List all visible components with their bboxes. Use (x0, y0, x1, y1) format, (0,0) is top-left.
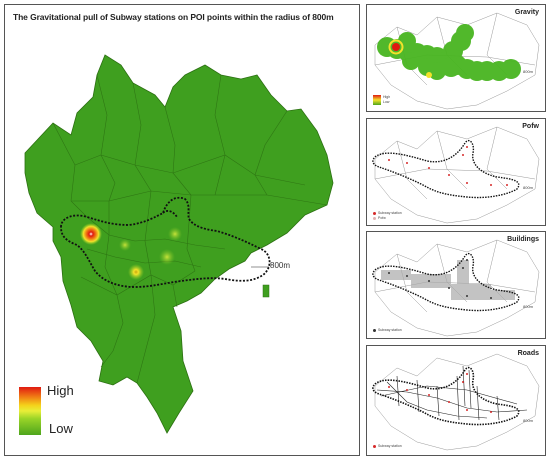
buildings-ring-label: 800m (523, 304, 534, 309)
gravity-mini-low: Low (383, 100, 390, 104)
panel-buildings: Buildings Subway station 800m (366, 231, 546, 339)
panel-roads-title: Roads (517, 350, 539, 357)
hotspot-weak-west-center (119, 239, 131, 251)
ring-label-800m: 800m (270, 261, 291, 270)
roads-mini-map (372, 353, 540, 451)
district-island (262, 284, 270, 298)
panel-gravity-title: Gravity (514, 9, 539, 16)
gravity-mini-map (374, 12, 540, 110)
panel-buildings-title: Buildings (507, 236, 539, 243)
buffer-ring-north-lobe (162, 210, 178, 218)
roads-mini-legend: Subway station (373, 444, 402, 448)
panel-pofw-title: Pofw (522, 123, 539, 130)
pofw-ring-label: 800m (523, 185, 534, 190)
roads-subway-markers (388, 373, 492, 413)
gravity-heatmap (24, 54, 334, 434)
legend-low-label: Low (49, 421, 73, 436)
pofw-legend-pofw: Pofw (378, 216, 386, 220)
gravity-ring-label: 800m (523, 69, 534, 74)
buildings-subway-markers (388, 259, 492, 299)
roads-legend-subway: Subway station (378, 444, 402, 448)
hotspot-mid-south (128, 264, 144, 280)
pofw-mini-map (372, 126, 540, 224)
pofw-mini-legend: Subway station Pofw (373, 211, 402, 221)
legend-high-label: High (47, 383, 74, 398)
gravity-mini-hotspot (392, 43, 400, 51)
legend-color-ramp (19, 387, 41, 435)
roads-ring-label: 800m (523, 418, 534, 423)
main-map-title: The Gravitational pull of Subway station… (13, 12, 334, 22)
buffer-ring-800m (60, 196, 271, 288)
gravity-mini-legend: High Low (373, 95, 390, 105)
panel-roads: Roads Subway station 800m (366, 345, 546, 456)
main-map-panel: The Gravitational pull of Subway station… (4, 4, 360, 456)
sub-district-boundaries (52, 74, 328, 384)
panel-gravity: Gravity High Low 800m (366, 4, 546, 112)
pofw-markers (388, 146, 508, 186)
buildings-legend-subway: Subway station (378, 328, 402, 332)
pofw-legend-subway: Subway station (378, 211, 402, 215)
gravity-mini-high: High (383, 95, 391, 99)
hotspot-weak-central (159, 249, 175, 265)
buildings-mini-map (372, 239, 540, 337)
panel-pofw: Pofw Subway station Pofw 800m (366, 118, 546, 226)
buildings-mini-legend: Subway station (373, 328, 402, 332)
hotspot-weak-north (168, 227, 182, 241)
buildings-footprints (381, 260, 515, 300)
roads-network (376, 365, 528, 421)
hotspot-strong-west (80, 223, 102, 245)
